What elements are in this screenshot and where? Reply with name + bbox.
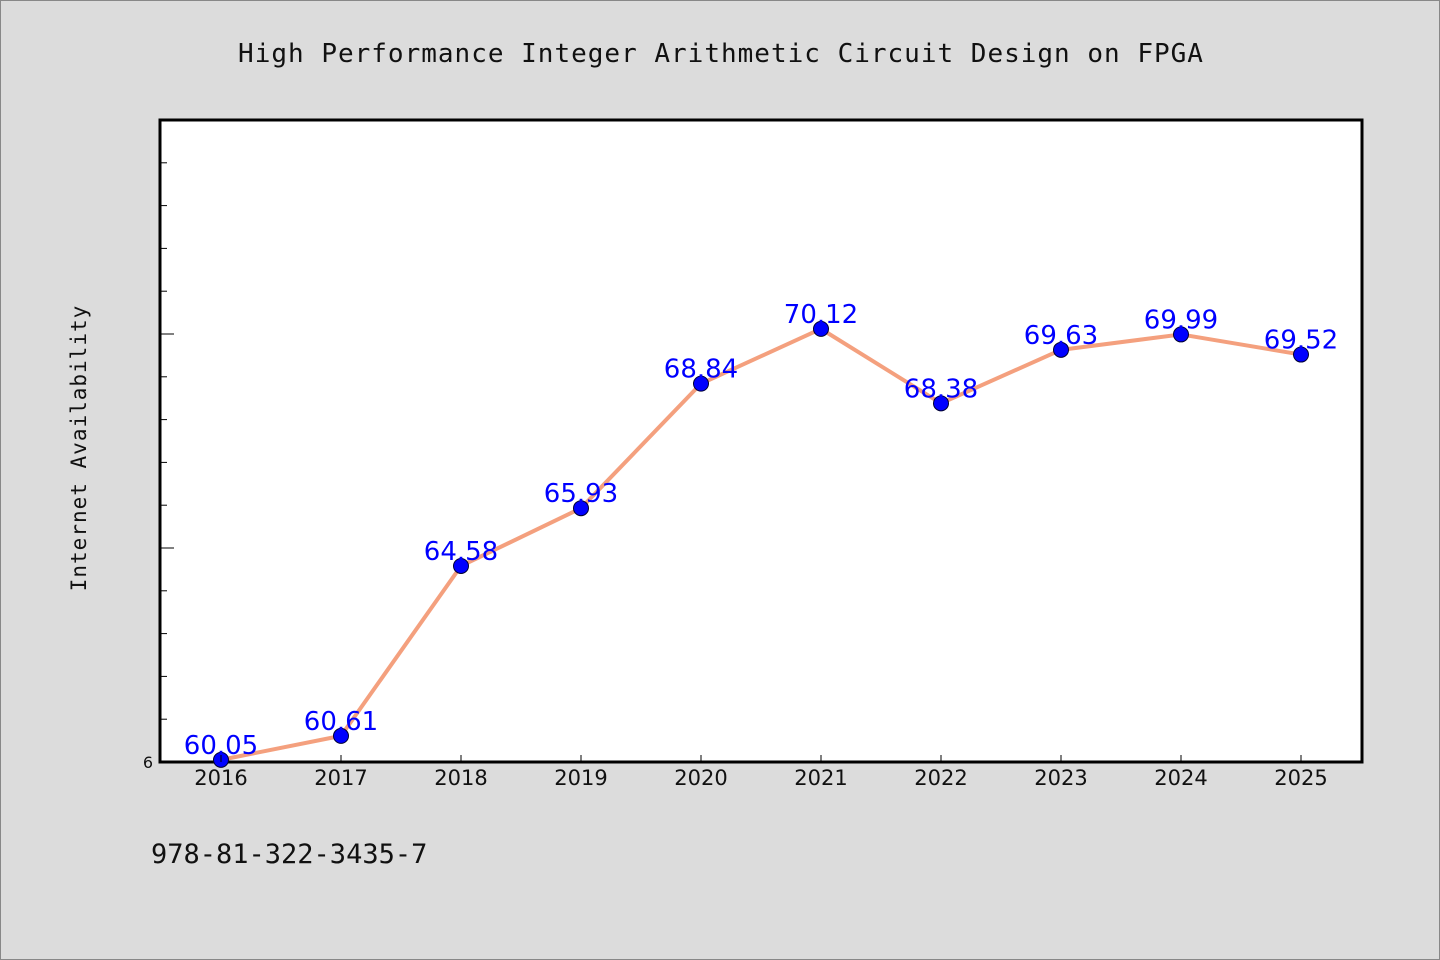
data-label: 60.61	[304, 707, 378, 737]
data-label: 69.99	[1144, 305, 1218, 335]
data-point	[453, 557, 469, 574]
series-line	[219, 326, 1303, 762]
x-tick-label: 2020	[674, 766, 727, 790]
data-label: 64.58	[424, 537, 498, 567]
data-label: 70.12	[784, 300, 858, 330]
marker-layer	[213, 320, 1309, 768]
data-label: 69.63	[1024, 321, 1098, 351]
x-axis-ticks: 2016 2017 2018 2019 2020 2021 2022 2023 2024 2025	[194, 755, 1328, 790]
x-tick-label: 2023	[1034, 766, 1087, 790]
data-label: 68.38	[904, 374, 978, 404]
x-tick-label: 2019	[554, 766, 607, 790]
data-label: 68.84	[664, 355, 738, 385]
data-point	[933, 395, 949, 412]
x-tick-label: 2021	[794, 766, 847, 790]
y-tick-label: 6	[143, 753, 153, 772]
chart-title: High Performance Integer Arithmetic Circ…	[238, 39, 1204, 69]
x-tick-label: 2024	[1154, 766, 1207, 790]
isbn-footer: 978-81-322-3435-7	[151, 839, 427, 870]
x-tick-label: 2016	[194, 766, 247, 790]
x-tick-label: 2018	[434, 766, 487, 790]
x-tick-label: 2017	[314, 766, 367, 790]
data-point	[693, 375, 709, 392]
y-axis-label: Internet Availability	[67, 305, 91, 592]
data-point	[1053, 341, 1069, 358]
data-label: 69.52	[1264, 326, 1338, 356]
data-point	[1293, 346, 1309, 363]
data-label: 65.93	[544, 479, 618, 509]
y-axis-ticks: 6	[143, 162, 174, 772]
data-point	[333, 727, 349, 744]
plot-area	[158, 118, 1364, 764]
data-point	[1173, 326, 1189, 343]
data-point	[573, 500, 589, 517]
data-label-layer: 60.0560.6164.5865.9368.8470.1268.3869.63…	[184, 300, 1338, 761]
x-tick-label: 2025	[1274, 766, 1327, 790]
series-line-layer	[219, 326, 1303, 762]
x-tick-label: 2022	[914, 766, 967, 790]
data-point	[813, 320, 829, 337]
